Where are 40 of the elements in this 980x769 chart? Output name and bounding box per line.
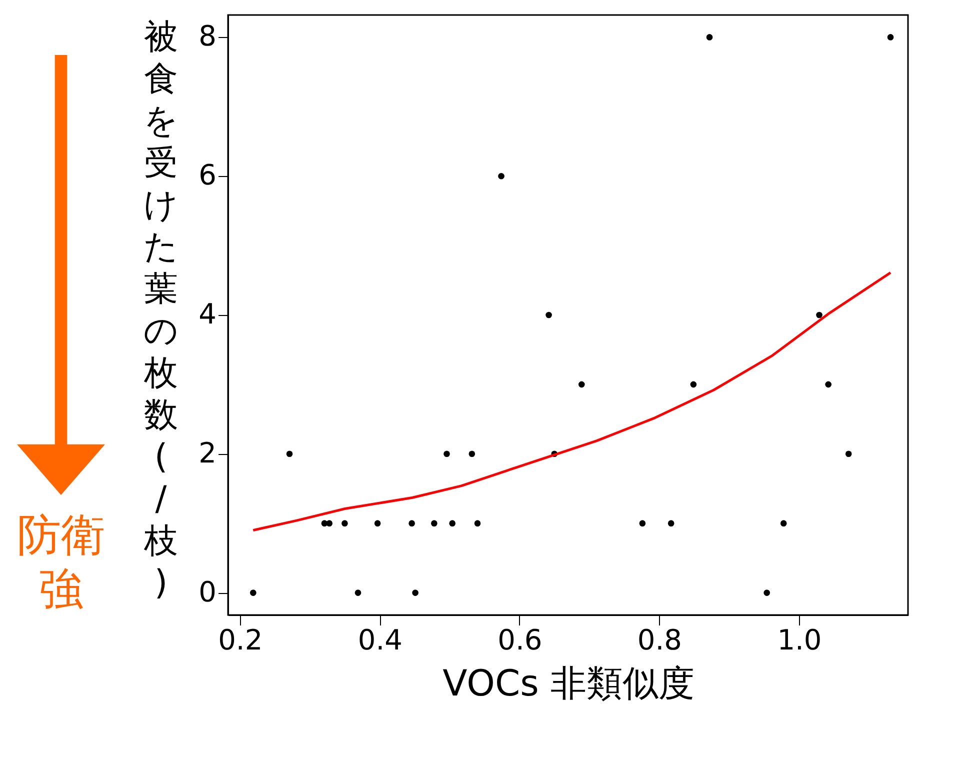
point bbox=[408, 520, 415, 526]
x-axis-title: VOCs 非類似度 bbox=[442, 664, 694, 704]
y-tick-label: 8 bbox=[198, 20, 216, 53]
point bbox=[342, 520, 348, 526]
point bbox=[444, 450, 450, 458]
point bbox=[639, 520, 646, 526]
point bbox=[412, 590, 418, 596]
text: 防衛強 bbox=[17, 510, 105, 615]
x-tick-label: 0.4 bbox=[358, 624, 402, 656]
x-tick-label: 0.6 bbox=[498, 624, 542, 656]
y-tick-label: 4 bbox=[198, 298, 216, 330]
point bbox=[354, 590, 362, 596]
line-series bbox=[252, 271, 892, 532]
point bbox=[474, 520, 481, 526]
point bbox=[250, 590, 256, 596]
point bbox=[845, 450, 852, 458]
point bbox=[887, 34, 894, 40]
x-tick-label: 0.2 bbox=[218, 624, 263, 656]
point bbox=[816, 312, 822, 318]
point bbox=[374, 520, 381, 526]
y-tick-label: 2 bbox=[198, 436, 216, 470]
point bbox=[578, 381, 585, 388]
point bbox=[690, 381, 697, 388]
point bbox=[431, 520, 438, 526]
point bbox=[286, 450, 293, 458]
point bbox=[326, 520, 332, 526]
point bbox=[780, 520, 787, 526]
point bbox=[498, 172, 504, 180]
text: 被食を受けた葉の枚数(/枝) bbox=[144, 17, 178, 603]
y-tick-label: 6 bbox=[198, 158, 216, 192]
point bbox=[668, 520, 674, 526]
point bbox=[449, 520, 456, 526]
point bbox=[825, 381, 832, 388]
point bbox=[706, 34, 713, 40]
x-tick-label: 0.8 bbox=[637, 624, 682, 656]
y-tick-label: 0 bbox=[198, 575, 216, 608]
x-tick-label: 1.0 bbox=[777, 624, 822, 656]
point bbox=[468, 450, 476, 458]
point bbox=[546, 312, 552, 318]
point bbox=[764, 590, 770, 596]
